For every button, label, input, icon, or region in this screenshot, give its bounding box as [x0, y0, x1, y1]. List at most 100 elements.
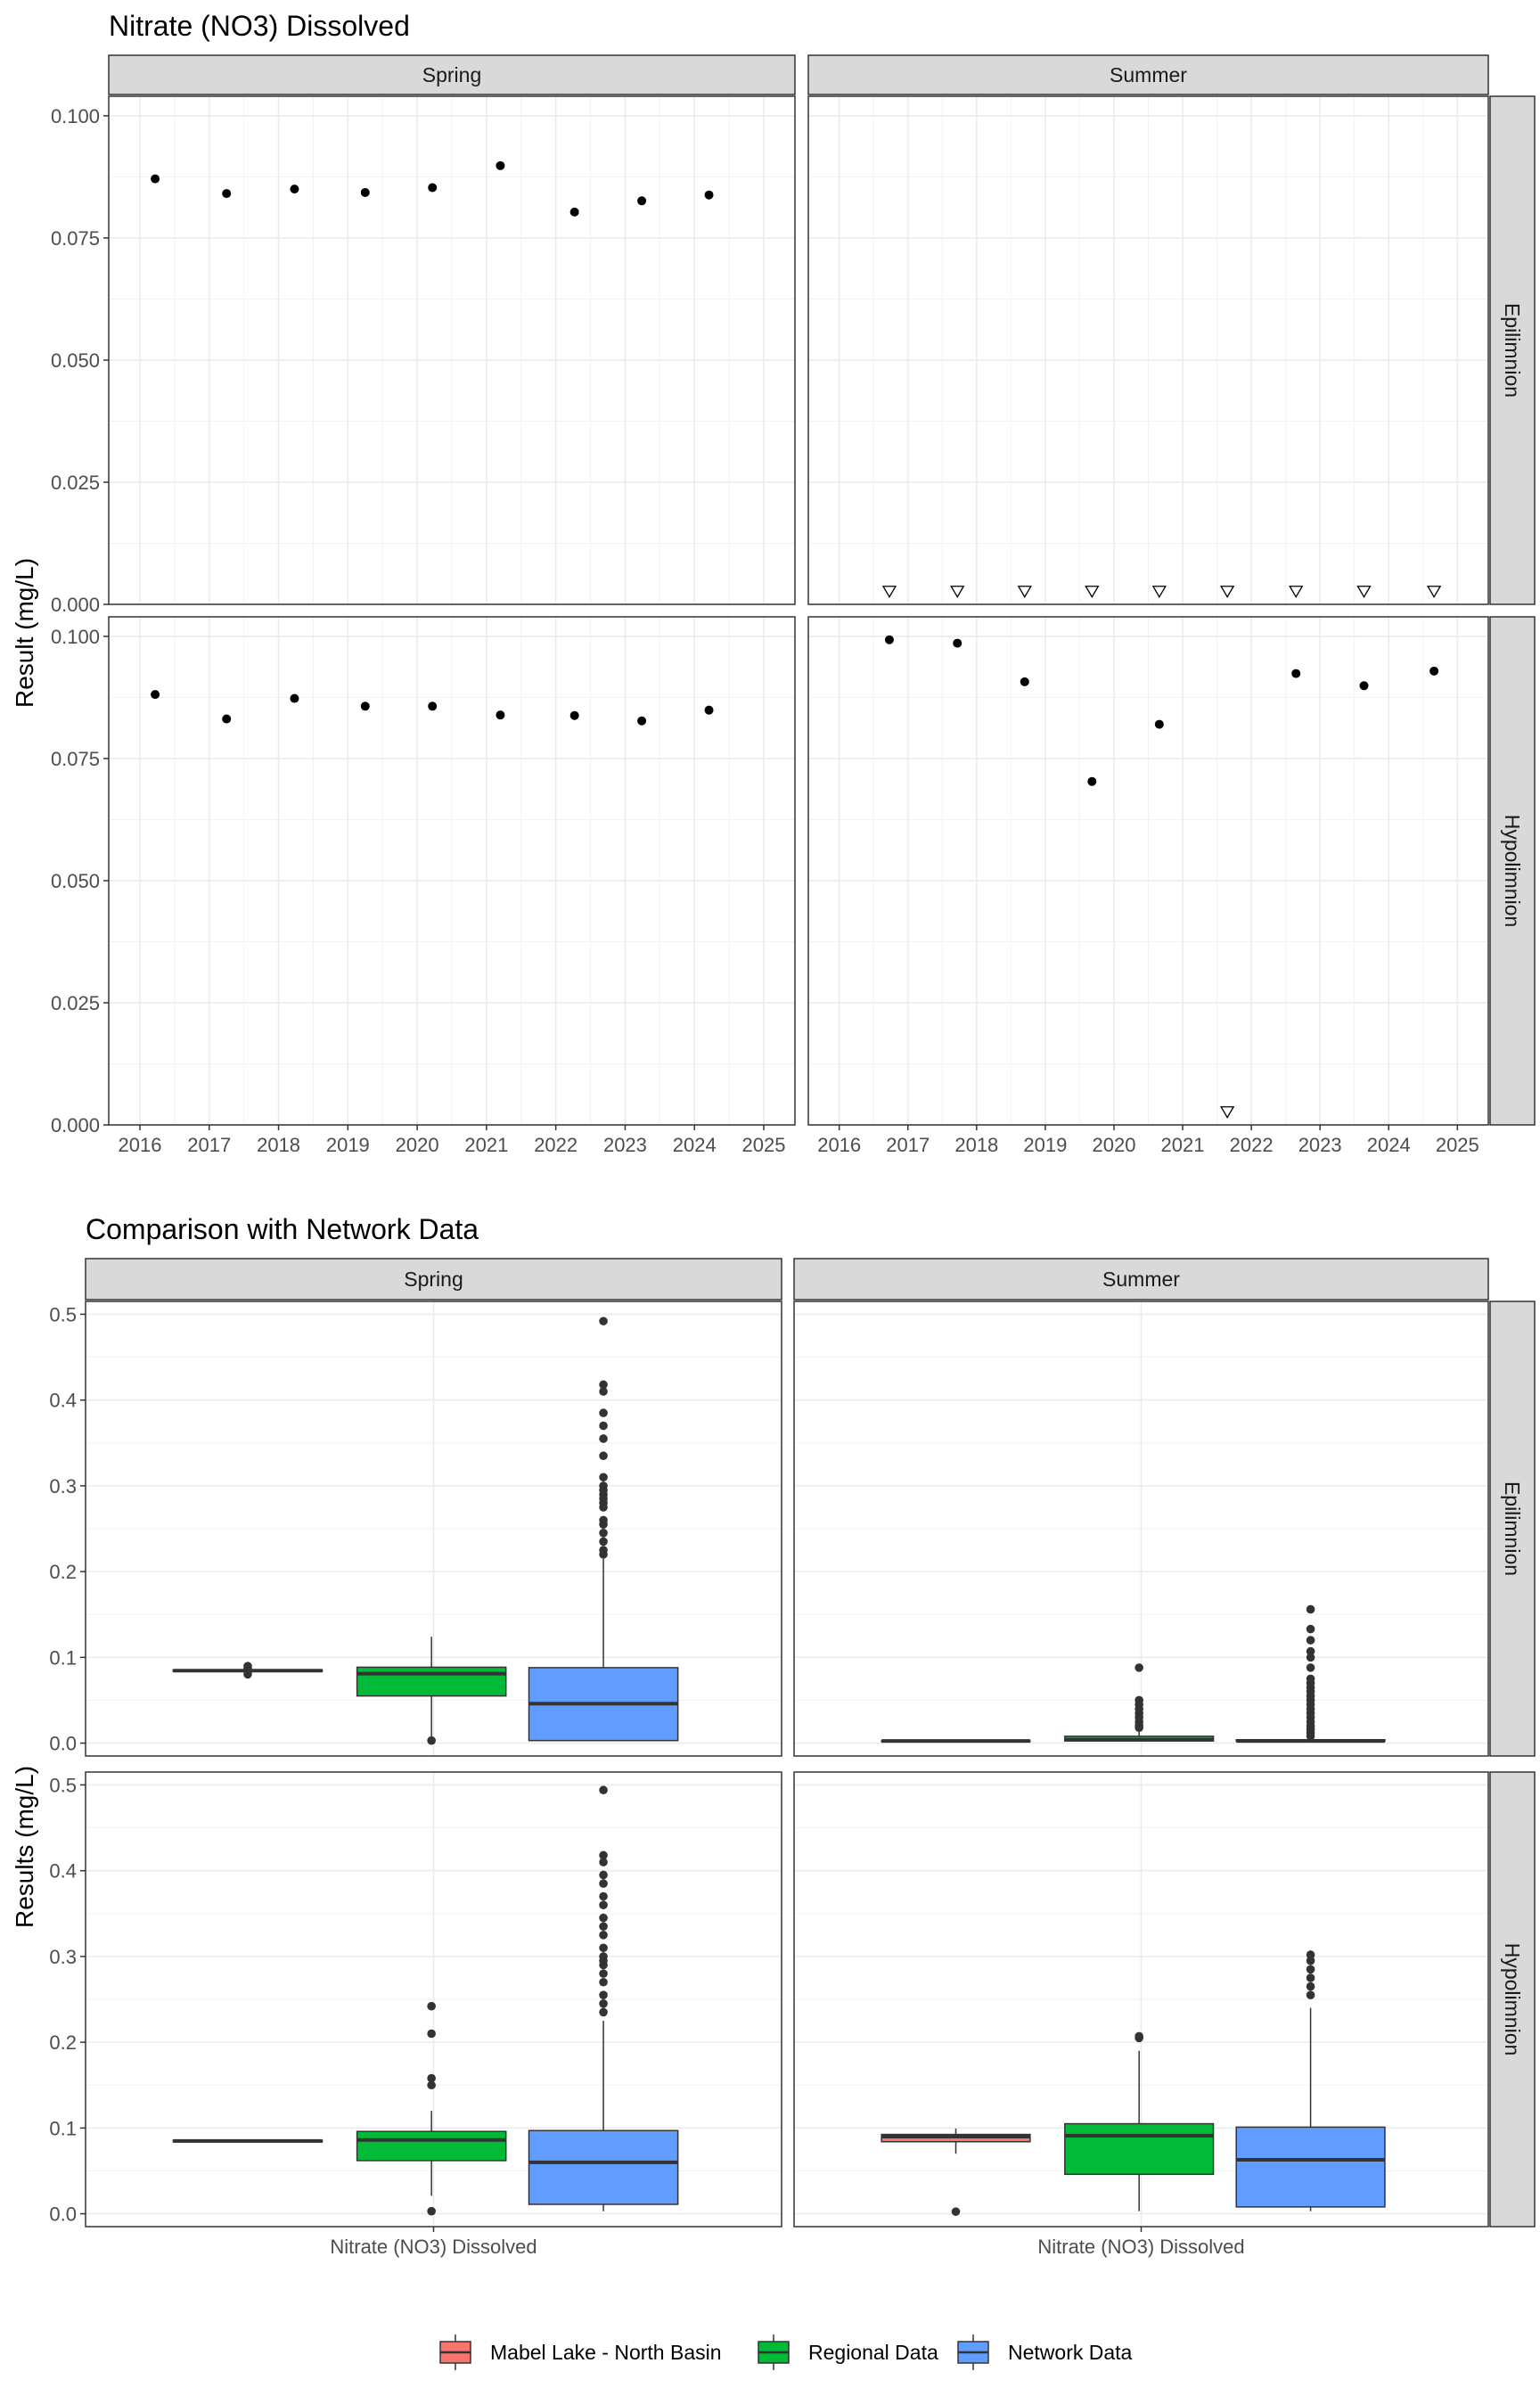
- y-tick-label: 0.3: [49, 1946, 77, 1968]
- data-point: [884, 635, 894, 644]
- box-network-data: [528, 1785, 679, 2211]
- outlier-point: [1135, 1663, 1143, 1672]
- timeseries-y-axis-title: Result (mg/L): [11, 558, 38, 708]
- x-tick-label: 2018: [954, 1134, 998, 1156]
- comparison-panel-summer-hypolimnion: [793, 1771, 1489, 2228]
- strip-label-hypolimnion: Hypolimnion: [1501, 1943, 1524, 2056]
- below-detection-point: [1356, 586, 1372, 599]
- below-detection-point: [1289, 586, 1304, 599]
- outlier-point: [599, 1891, 608, 1901]
- below-detection-point: [1219, 1106, 1235, 1120]
- data-point: [496, 710, 505, 720]
- data-point: [496, 160, 505, 170]
- outlier-point: [1135, 2031, 1143, 2041]
- legend-item-mabel-lake-north-basin: Mabel Lake - North Basin: [439, 2334, 722, 2370]
- data-point: [360, 702, 370, 711]
- outlier-point: [599, 1913, 608, 1923]
- data-point: [704, 705, 714, 715]
- x-tick-label: 2022: [1230, 1134, 1274, 1156]
- below-detection-point: [1426, 586, 1442, 599]
- y-tick-label: 0.4: [49, 1860, 77, 1883]
- data-point: [428, 183, 438, 193]
- comparison-panel-spring-epilimnion: [85, 1301, 782, 1757]
- data-point: [637, 196, 647, 206]
- x-tick-label: 2019: [326, 1134, 370, 1156]
- legend-label: Mabel Lake - North Basin: [490, 2341, 722, 2364]
- outlier-point: [1306, 1653, 1315, 1662]
- data-point: [953, 638, 962, 648]
- strip-epilimnion: [1489, 95, 1536, 605]
- strip-spring: [85, 1258, 782, 1301]
- strip-label-epilimnion: Epilimnion: [1501, 1481, 1524, 1576]
- outlier-point: [1306, 1663, 1315, 1672]
- box-regional-data: [356, 2001, 507, 2216]
- y-tick-label: 0.075: [51, 748, 100, 770]
- box-iqr: [1235, 2126, 1386, 2208]
- box-iqr: [356, 2130, 507, 2162]
- x-tick-label: 2016: [817, 1134, 861, 1156]
- outlier-point: [1306, 1973, 1315, 1982]
- data-point: [151, 690, 160, 700]
- x-tick-label: 2019: [1023, 1134, 1067, 1156]
- strip-label-summer: Summer: [1110, 63, 1187, 86]
- y-tick-label: 0.5: [49, 1303, 77, 1325]
- strip-epilimnion: [1489, 1301, 1536, 1757]
- y-tick-label: 0.000: [51, 1114, 100, 1136]
- legend-label: Network Data: [1008, 2341, 1133, 2364]
- y-tick-label: 0.3: [49, 1475, 77, 1498]
- x-tick-label: 2021: [1161, 1134, 1205, 1156]
- legend-label: Regional Data: [808, 2341, 938, 2364]
- outlier-point: [599, 1421, 608, 1431]
- panel-border: [807, 95, 1489, 605]
- x-tick-label: 2023: [603, 1134, 647, 1156]
- outlier-point: [599, 1900, 608, 1909]
- x-tick-label: Nitrate (NO3) Dissolved: [330, 2236, 537, 2258]
- outlier-point: [1306, 1950, 1315, 1959]
- box-network-data: [528, 1317, 679, 1742]
- outlier-point: [599, 1931, 608, 1940]
- panel-border: [807, 616, 1489, 1126]
- outlier-point: [1306, 1636, 1315, 1645]
- strip-label-spring: Spring: [422, 63, 481, 86]
- box-iqr: [1064, 2122, 1215, 2176]
- outlier-point: [599, 1850, 608, 1860]
- nitrate-timeseries-figure: Nitrate (NO3) Dissolved Result (mg/L) Sp…: [11, 10, 1536, 1156]
- y-tick-label: 0.1: [49, 1646, 77, 1669]
- data-point: [290, 185, 299, 194]
- outlier-point: [599, 1481, 608, 1490]
- y-tick-label: 0.0: [49, 2203, 77, 2226]
- timeseries-panel-summer-hypolimnion: [807, 616, 1489, 1126]
- outlier-point: [599, 1380, 608, 1390]
- y-tick-label: 0.000: [51, 594, 100, 616]
- below-detection-point: [950, 586, 965, 599]
- panel-border: [108, 95, 796, 605]
- box-regional-data: [356, 1637, 507, 1745]
- x-tick-label: 2023: [1298, 1134, 1342, 1156]
- network-comparison-figure: Comparison with Network Data Results (mg…: [11, 1213, 1536, 2258]
- outlier-point: [1306, 1990, 1315, 1999]
- x-tick-label: 2020: [1092, 1134, 1135, 1156]
- outlier-point: [599, 1922, 608, 1932]
- outlier-point: [599, 1451, 608, 1461]
- y-tick-label: 0.4: [49, 1390, 77, 1412]
- data-point: [1291, 669, 1301, 678]
- x-tick-label: 2024: [1367, 1134, 1411, 1156]
- data-point: [222, 714, 232, 724]
- outlier-point: [599, 1952, 608, 1961]
- x-tick-label: 2016: [119, 1134, 162, 1156]
- data-point: [569, 207, 579, 217]
- y-tick-label: 0.0: [49, 1733, 77, 1755]
- data-point: [1359, 681, 1369, 691]
- x-tick-label: 2024: [673, 1134, 717, 1156]
- strip-hypolimnion: [1489, 1771, 1536, 2228]
- strip-label-spring: Spring: [404, 1268, 463, 1291]
- outlier-point: [1306, 1604, 1315, 1614]
- y-tick-label: 0.100: [51, 105, 100, 127]
- box-iqr: [528, 2129, 679, 2205]
- outlier-point: [599, 1785, 608, 1795]
- outlier-point: [599, 1858, 608, 1867]
- legend-item-regional-data: Regional Data: [758, 2334, 938, 2370]
- below-detection-point: [1219, 586, 1235, 599]
- timeseries-panel-spring-hypolimnion: [108, 616, 796, 1126]
